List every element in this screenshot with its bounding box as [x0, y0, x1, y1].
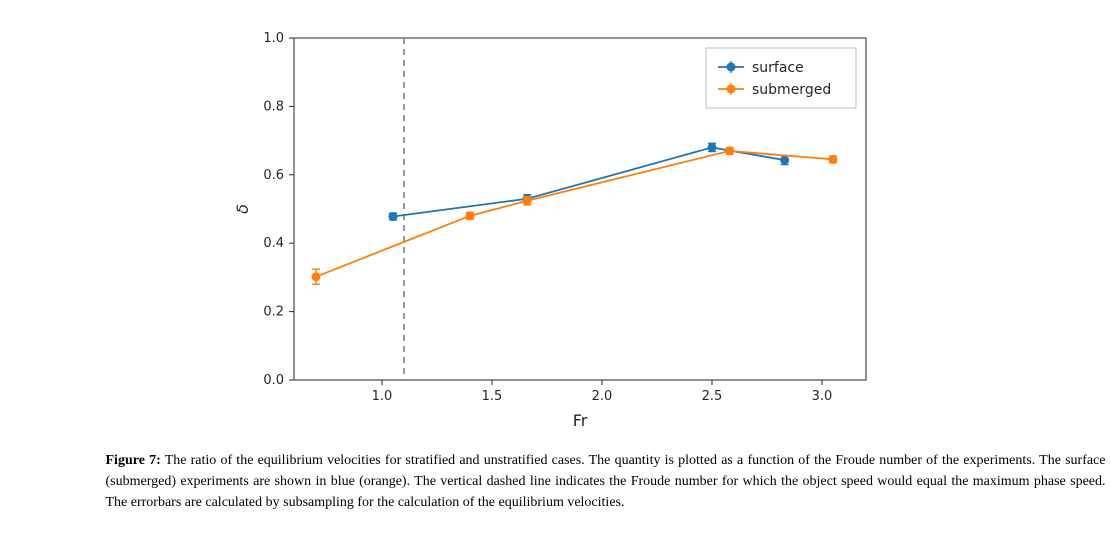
- legend-marker-surface: [726, 63, 735, 72]
- y-tick-label: 1.0: [263, 31, 284, 46]
- chart-svg: 1.0 1.5 2.0 2.5 3.0 0.0 0.2 0.4 0.6 0.8 1.0 Fr δ surf…: [216, 20, 896, 440]
- x-axis-title: Fr: [572, 411, 587, 430]
- y-tick-label: 0.6: [263, 168, 284, 183]
- marker-submerged: [311, 272, 320, 281]
- x-tick-label: 3.0: [811, 389, 832, 404]
- chart-plot: 1.0 1.5 2.0 2.5 3.0 0.0 0.2 0.4 0.6 0.8 1.0 Fr δ surf…: [216, 20, 896, 440]
- x-tick-label: 2.0: [591, 389, 612, 404]
- marker-submerged: [828, 155, 837, 164]
- legend-box: [706, 48, 856, 108]
- legend-label-surface: surface: [752, 60, 804, 76]
- y-tick-label: 0.4: [263, 236, 284, 251]
- marker-submerged: [465, 211, 474, 220]
- x-tick-label: 1.0: [371, 389, 392, 404]
- figure-container: 1.0 1.5 2.0 2.5 3.0 0.0 0.2 0.4 0.6 0.8 1.0 Fr δ surf…: [106, 20, 1006, 513]
- marker-surface: [388, 212, 397, 221]
- y-tick-label: 0.0: [263, 373, 284, 388]
- x-tick-label: 1.5: [481, 389, 502, 404]
- x-tick-label: 2.5: [701, 389, 722, 404]
- y-tick-label: 0.8: [263, 99, 284, 114]
- figure-caption: Figure 7: The ratio of the equilibrium v…: [106, 450, 1106, 513]
- caption-text: The ratio of the equilibrium velocities …: [106, 453, 1106, 510]
- y-axis-title: δ: [233, 204, 252, 214]
- caption-label: Figure 7:: [106, 453, 161, 468]
- marker-surface: [707, 143, 716, 152]
- marker-submerged: [725, 146, 734, 155]
- marker-submerged: [522, 196, 531, 205]
- marker-surface: [780, 156, 789, 165]
- legend-marker-submerged: [726, 85, 735, 94]
- legend-label-submerged: submerged: [752, 82, 831, 98]
- y-tick-label: 0.2: [263, 305, 284, 320]
